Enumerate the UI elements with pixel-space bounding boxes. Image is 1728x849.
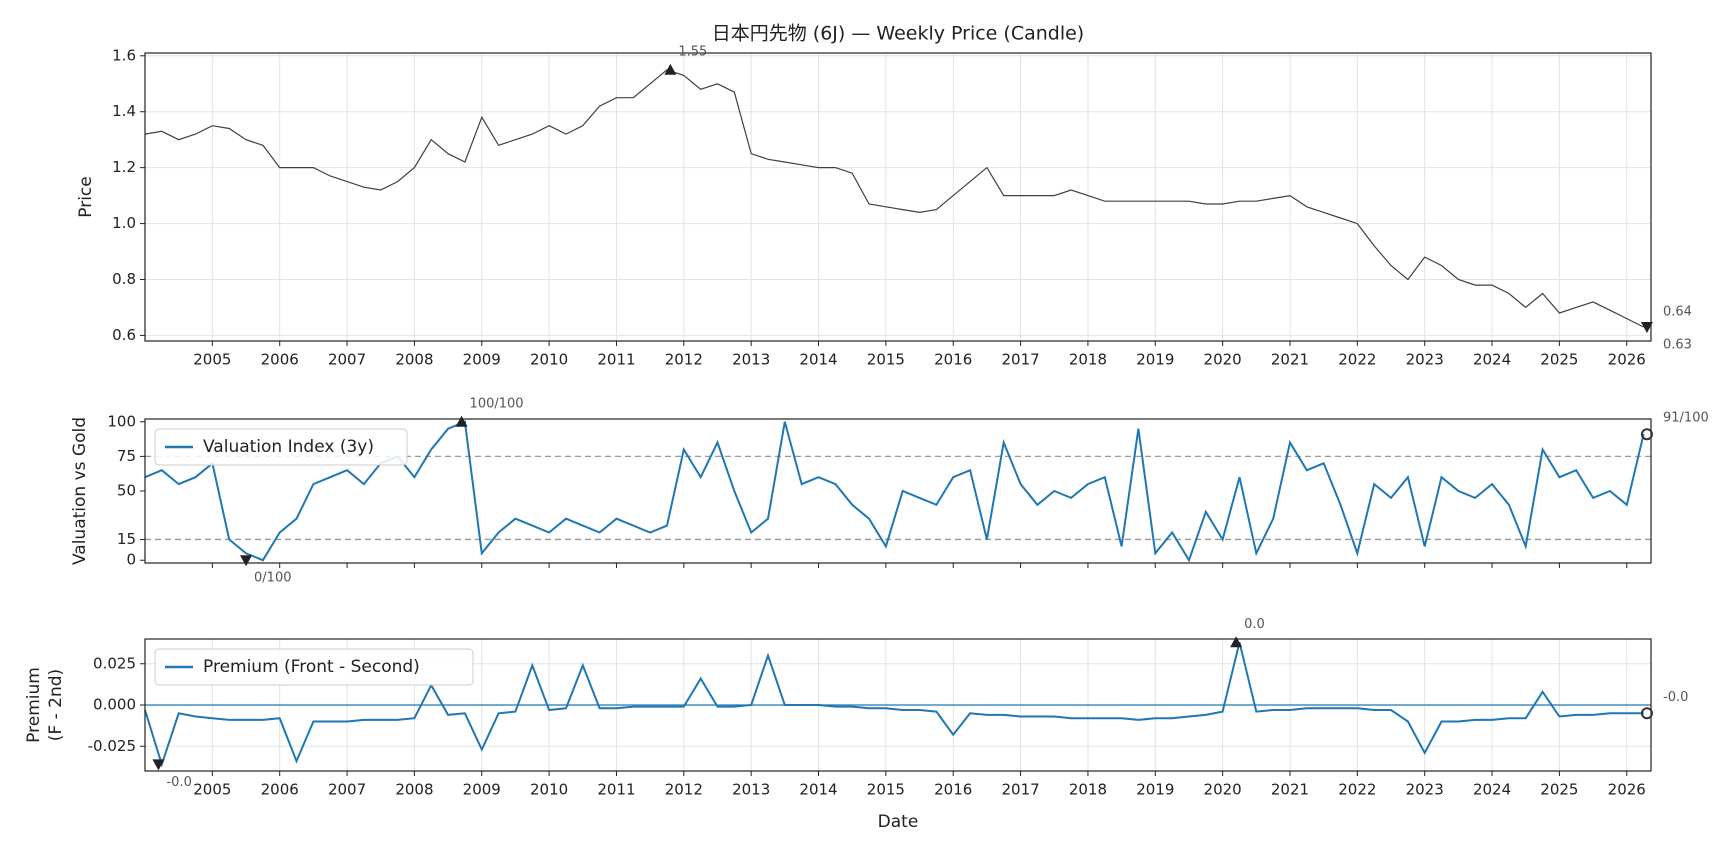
x-tick-label: 2021 — [1271, 351, 1309, 369]
y-tick-label: 75 — [117, 447, 136, 465]
x-tick-label: 2016 — [934, 781, 972, 799]
annotation-label: 0/100 — [254, 571, 291, 586]
y-tick-label: 15 — [117, 530, 136, 548]
legend-label: Valuation Index (3y) — [203, 437, 374, 457]
annotation-marker — [1230, 636, 1243, 648]
annotation-marker — [152, 759, 165, 771]
legend: Premium (Front - Second) — [154, 648, 474, 686]
x-tick-label: 2010 — [530, 781, 568, 799]
x-tick-label: 2018 — [1069, 781, 1107, 799]
annotation-marker — [664, 63, 677, 75]
annotation-marker — [455, 415, 468, 427]
y-tick-label: 0.6 — [112, 326, 136, 344]
x-tick-label: 2011 — [597, 351, 635, 369]
x-tick-label: 2025 — [1540, 781, 1578, 799]
x-tick-label: 2015 — [867, 781, 905, 799]
x-tick-label: 2025 — [1540, 351, 1578, 369]
x-tick-label: 2010 — [530, 351, 568, 369]
plot-frame — [144, 418, 1652, 564]
y-tick-label: 0 — [126, 551, 136, 569]
x-tick-label: 2005 — [193, 351, 231, 369]
y-tick-label: 100 — [107, 412, 136, 430]
x-tick-label: 2015 — [867, 351, 905, 369]
x-tick-label: 2020 — [1204, 351, 1242, 369]
x-tick-label: 2022 — [1338, 781, 1376, 799]
x-tick-label: 2013 — [732, 781, 770, 799]
x-tick-label: 2005 — [193, 781, 231, 799]
x-tick-label: 2016 — [934, 351, 972, 369]
x-tick-label: 2013 — [732, 351, 770, 369]
x-tick-label: 2011 — [597, 781, 635, 799]
annotation-marker — [1640, 322, 1653, 334]
annotation-label: 0.0 — [1244, 617, 1265, 632]
y-axis-label: Valuation vs Gold — [70, 417, 90, 565]
x-tick-label: 2012 — [665, 351, 703, 369]
y-axis-label: Premium — [24, 667, 44, 743]
x-tick-label: 2012 — [665, 781, 703, 799]
legend-label: Premium (Front - Second) — [203, 657, 420, 677]
series-line — [144, 642, 1644, 768]
y-tick-label: 0.8 — [112, 270, 136, 288]
x-tick-label: 2024 — [1473, 351, 1511, 369]
y-tick-label: 1.6 — [112, 46, 136, 64]
x-tick-label: 2008 — [395, 781, 433, 799]
x-tick-label: 2009 — [463, 781, 501, 799]
x-tick-label: 2022 — [1338, 351, 1376, 369]
annotation-marker — [1640, 428, 1653, 441]
y-tick-label: 1.4 — [112, 102, 136, 120]
series-line — [144, 69, 1644, 328]
annotation-label: 0.63 — [1663, 338, 1692, 353]
x-tick-label: 2014 — [799, 351, 837, 369]
x-tick-label: 2017 — [1001, 781, 1039, 799]
x-tick-label: 2006 — [261, 351, 299, 369]
x-tick-label: 2007 — [328, 781, 366, 799]
annotation-marker — [1640, 707, 1653, 720]
x-tick-label: 2018 — [1069, 351, 1107, 369]
annotation-marker — [240, 555, 253, 567]
x-tick-label: 2007 — [328, 351, 366, 369]
y-axis-label: (F - 2nd) — [46, 669, 66, 741]
legend: Valuation Index (3y) — [154, 428, 408, 466]
y-tick-label: -0.025 — [88, 737, 136, 755]
y-axis-label: Price — [76, 176, 96, 217]
x-tick-label: 2014 — [799, 781, 837, 799]
chart-title: 日本円先物 (6J) — Weekly Price (Candle) — [712, 23, 1084, 45]
x-tick-label: 2020 — [1204, 781, 1242, 799]
x-tick-label: 2026 — [1608, 351, 1646, 369]
annotation-label: -0.0 — [1663, 690, 1688, 705]
x-tick-label: 2026 — [1608, 781, 1646, 799]
plot-frame — [144, 638, 1652, 772]
x-tick-label: 2024 — [1473, 781, 1511, 799]
annotation-label: -0.0 — [166, 775, 191, 790]
annotation-label: 0.64 — [1663, 305, 1692, 320]
annotation-label: 1.55 — [678, 44, 707, 59]
x-tick-label: 2023 — [1406, 781, 1444, 799]
x-tick-label: 2021 — [1271, 781, 1309, 799]
y-tick-label: 1.0 — [112, 214, 136, 232]
x-tick-label: 2023 — [1406, 351, 1444, 369]
annotation-label: 100/100 — [470, 396, 524, 411]
y-tick-label: 0.000 — [93, 696, 136, 714]
y-tick-label: 0.025 — [93, 654, 136, 672]
x-tick-label: 2006 — [261, 781, 299, 799]
x-tick-label: 2009 — [463, 351, 501, 369]
x-tick-label: 2008 — [395, 351, 433, 369]
y-tick-label: 1.2 — [112, 158, 136, 176]
x-tick-label: 2019 — [1136, 351, 1174, 369]
legend-box — [154, 648, 474, 686]
x-tick-label: 2019 — [1136, 781, 1174, 799]
legend-box — [154, 428, 408, 466]
x-axis-label: Date — [878, 812, 919, 832]
annotation-label: 91/100 — [1663, 411, 1709, 426]
y-tick-label: 50 — [117, 482, 136, 500]
plot-frame — [144, 52, 1652, 342]
x-tick-label: 2017 — [1001, 351, 1039, 369]
